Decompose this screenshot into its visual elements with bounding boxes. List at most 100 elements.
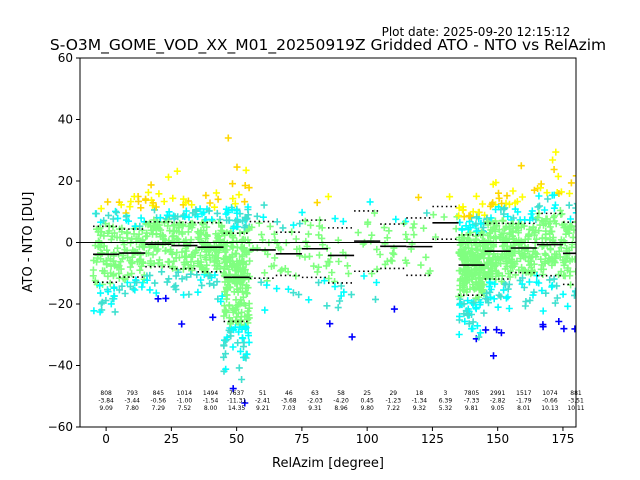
data-point	[241, 182, 249, 189]
data-point	[563, 250, 571, 258]
data-point	[168, 233, 176, 240]
data-point	[117, 265, 125, 273]
data-point	[389, 249, 397, 257]
data-point	[301, 217, 309, 225]
data-point	[273, 239, 281, 247]
data-point	[214, 195, 222, 203]
bin-stat-label: 9.05	[491, 405, 505, 412]
data-point	[555, 190, 563, 197]
data-point	[90, 307, 98, 315]
data-point	[131, 222, 139, 230]
data-point	[103, 246, 111, 254]
data-point	[541, 206, 549, 214]
bin-stat-label: -2.03	[307, 398, 323, 405]
data-point	[229, 308, 237, 316]
data-point	[500, 235, 508, 243]
data-point	[390, 250, 398, 258]
data-point	[501, 254, 509, 261]
data-point	[310, 262, 318, 270]
data-point	[459, 270, 467, 278]
data-point	[482, 326, 490, 334]
data-point	[220, 269, 228, 277]
data-point	[107, 262, 115, 270]
data-point	[212, 237, 220, 245]
data-point	[216, 216, 224, 223]
bin-stat-label: 9.80	[360, 405, 374, 412]
data-point	[211, 203, 218, 211]
data-point	[506, 200, 513, 208]
data-point	[142, 233, 150, 240]
data-point	[144, 188, 152, 196]
bin-stat-label: 7.03	[282, 405, 296, 412]
data-point	[551, 201, 559, 209]
data-point	[142, 196, 150, 204]
bin-stat-label: 5.32	[439, 405, 453, 412]
data-point	[194, 213, 202, 221]
data-point	[490, 352, 497, 360]
data-point	[517, 255, 524, 263]
bin-stat-label: 18	[416, 390, 424, 397]
data-point	[456, 312, 463, 320]
data-point	[238, 253, 246, 261]
data-point	[100, 217, 108, 225]
data-point	[145, 249, 152, 257]
data-point	[540, 218, 548, 226]
data-point	[543, 242, 551, 250]
data-point	[151, 279, 159, 287]
data-point	[106, 279, 114, 287]
bin-stat-label: 1014	[177, 390, 192, 397]
data-point	[380, 224, 388, 232]
data-point	[107, 300, 115, 308]
data-point	[118, 282, 126, 290]
data-point	[469, 300, 477, 308]
data-point	[115, 286, 123, 294]
data-point	[158, 261, 166, 269]
data-point	[206, 199, 214, 207]
data-point	[229, 195, 237, 203]
data-point	[150, 216, 158, 224]
data-point	[486, 271, 494, 279]
data-point	[243, 350, 251, 358]
data-point	[125, 217, 132, 225]
data-point	[205, 207, 213, 215]
bin-stat-label: 1517	[516, 390, 531, 397]
data-point	[213, 248, 221, 256]
data-point	[549, 156, 557, 164]
data-point	[104, 229, 112, 237]
data-point	[537, 184, 544, 192]
data-point	[126, 203, 134, 211]
bin-stat-label: 7637	[229, 390, 244, 397]
data-point	[236, 278, 244, 286]
data-point	[234, 339, 242, 347]
data-point	[96, 282, 104, 290]
bin-stat-label: 58	[337, 390, 345, 397]
data-point	[570, 226, 576, 234]
data-point	[149, 251, 157, 259]
data-point	[229, 385, 237, 393]
bin-stat-label: 8.00	[204, 405, 218, 412]
mean-std-lines	[80, 205, 576, 323]
data-point	[289, 289, 297, 297]
data-point	[139, 279, 147, 287]
data-point	[368, 231, 376, 239]
data-point	[467, 249, 475, 257]
data-point	[163, 211, 171, 219]
data-point	[458, 225, 466, 233]
data-point	[237, 347, 244, 355]
data-point	[505, 280, 513, 288]
data-point	[156, 256, 163, 264]
data-point	[135, 197, 142, 205]
data-point	[527, 264, 535, 271]
data-point	[152, 289, 160, 297]
data-point	[372, 295, 379, 303]
data-point	[571, 325, 576, 333]
data-point	[472, 305, 480, 313]
data-point	[315, 231, 323, 239]
data-point	[476, 243, 484, 250]
data-point	[172, 282, 180, 290]
data-point	[182, 207, 190, 215]
data-point	[220, 312, 228, 320]
data-point	[136, 256, 144, 264]
data-point	[112, 207, 119, 215]
data-point	[193, 271, 201, 279]
